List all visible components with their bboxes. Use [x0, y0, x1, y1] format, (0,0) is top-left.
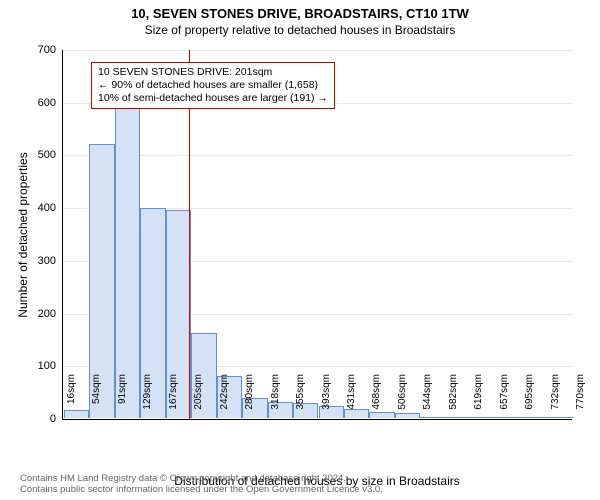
- gridline: [63, 50, 572, 51]
- y-tick-label: 600: [16, 97, 56, 109]
- x-tick-label: 167sqm: [168, 374, 179, 424]
- y-tick-label: 700: [16, 44, 56, 56]
- x-tick-label: 91sqm: [117, 374, 128, 424]
- histogram-bar: [115, 106, 140, 418]
- x-tick-label: 129sqm: [142, 374, 153, 424]
- x-tick-label: 54sqm: [91, 374, 102, 424]
- chart-area: Number of detached properties 10 SEVEN S…: [62, 50, 572, 420]
- y-tick-label: 200: [16, 308, 56, 320]
- y-tick-label: 100: [16, 360, 56, 372]
- x-tick-label: 355sqm: [295, 374, 306, 424]
- callout-line: 10 SEVEN STONES DRIVE: 201sqm: [98, 66, 328, 79]
- x-tick-label: 242sqm: [219, 374, 230, 424]
- reference-callout: 10 SEVEN STONES DRIVE: 201sqm← 90% of de…: [91, 62, 335, 109]
- x-tick-label: 205sqm: [193, 374, 204, 424]
- y-tick-label: 0: [16, 413, 56, 425]
- x-tick-label: 318sqm: [270, 374, 281, 424]
- chart-title-address: 10, SEVEN STONES DRIVE, BROADSTAIRS, CT1…: [0, 0, 600, 21]
- footer-attribution: Contains HM Land Registry data © Crown c…: [20, 474, 383, 496]
- x-tick-label: 770sqm: [575, 374, 586, 424]
- plot-region: 10 SEVEN STONES DRIVE: 201sqm← 90% of de…: [62, 50, 572, 420]
- x-tick-label: 431sqm: [346, 374, 357, 424]
- x-tick-label: 393sqm: [321, 374, 332, 424]
- callout-line: ← 90% of detached houses are smaller (1,…: [98, 79, 328, 92]
- callout-line: 10% of semi-detached houses are larger (…: [98, 92, 328, 105]
- x-tick-label: 732sqm: [550, 374, 561, 424]
- footer-line2: Contains public sector information licen…: [20, 485, 383, 496]
- x-tick-label: 619sqm: [473, 374, 484, 424]
- chart-subtitle: Size of property relative to detached ho…: [0, 21, 600, 37]
- x-tick-label: 544sqm: [422, 374, 433, 424]
- x-tick-label: 695sqm: [524, 374, 535, 424]
- x-tick-label: 280sqm: [244, 374, 255, 424]
- y-tick-label: 500: [16, 149, 56, 161]
- y-tick-label: 300: [16, 255, 56, 267]
- x-tick-label: 582sqm: [448, 374, 459, 424]
- y-tick-label: 400: [16, 202, 56, 214]
- x-tick-label: 16sqm: [66, 374, 77, 424]
- x-tick-label: 468sqm: [371, 374, 382, 424]
- x-tick-label: 657sqm: [499, 374, 510, 424]
- chart-container: 10, SEVEN STONES DRIVE, BROADSTAIRS, CT1…: [0, 0, 600, 500]
- x-tick-label: 506sqm: [397, 374, 408, 424]
